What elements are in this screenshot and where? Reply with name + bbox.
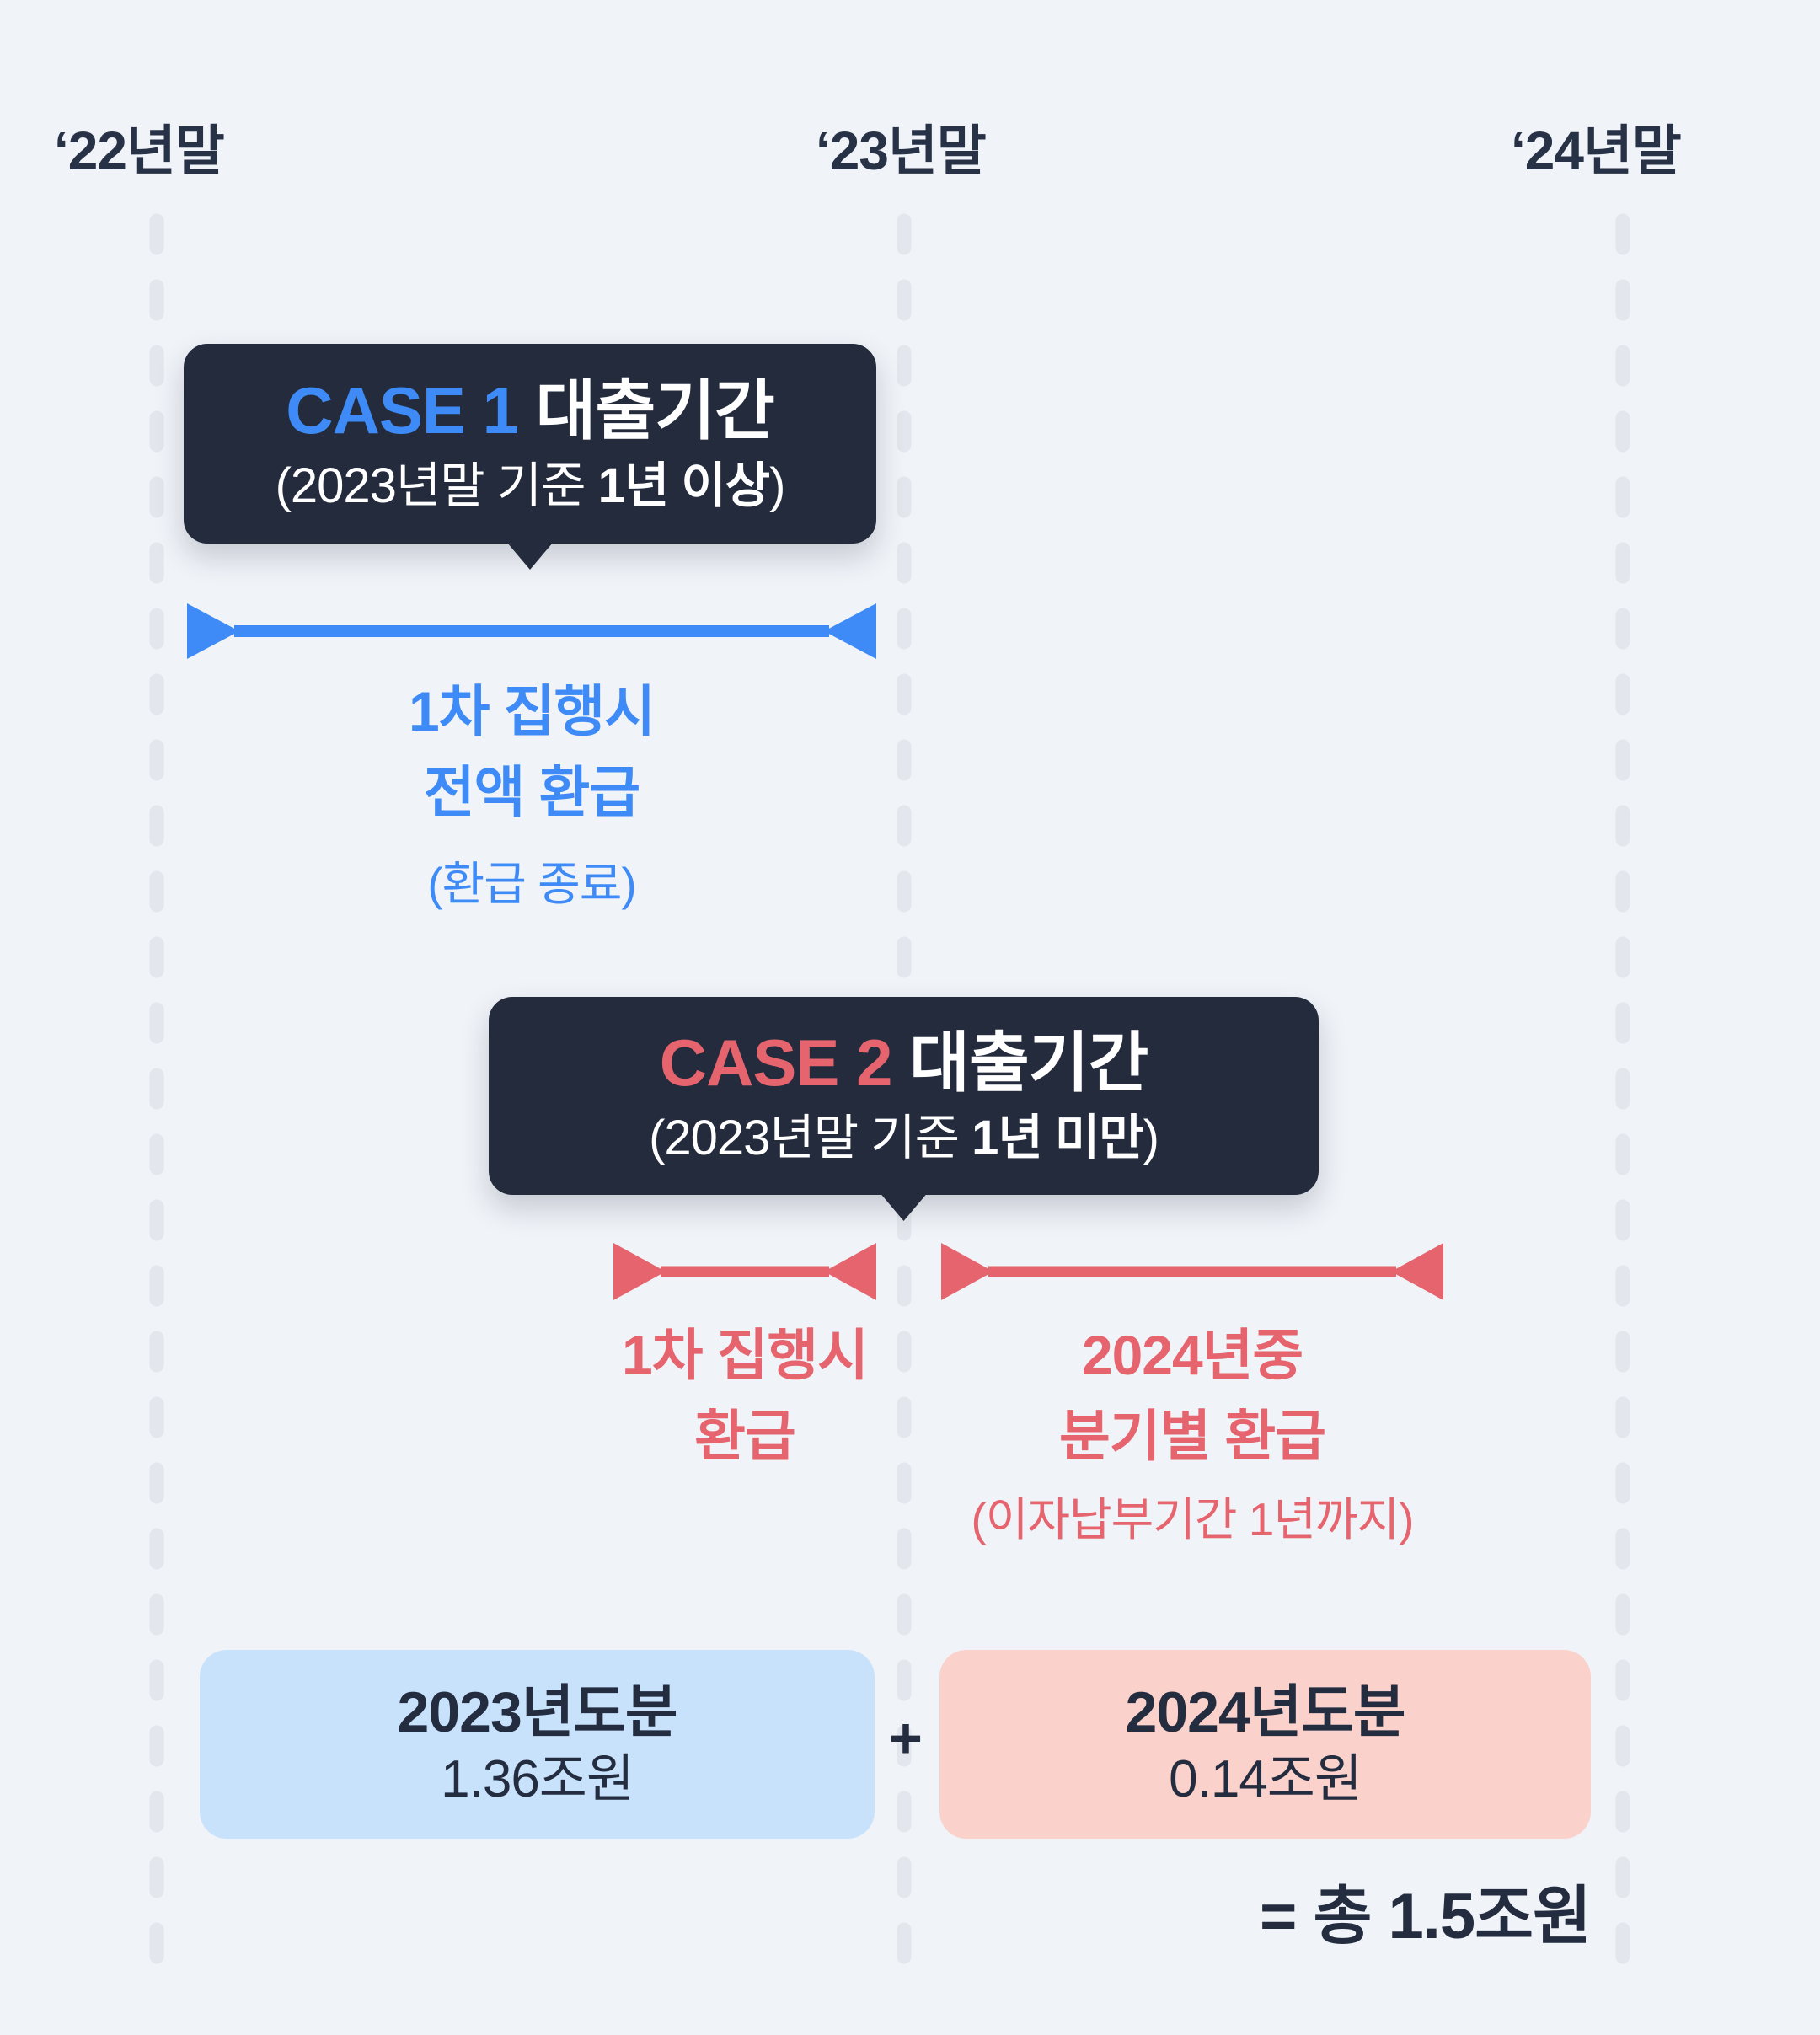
case2-first-refund-note: 1차 집행시 환급 — [568, 1315, 922, 1476]
case2-callout-tail-icon — [881, 1194, 927, 1221]
case1-range-left-arrowhead-icon — [187, 603, 239, 659]
summary-box-2023: 2023년도분 1.36조원 — [200, 1650, 875, 1839]
case2-title-label: CASE 2 — [659, 1025, 893, 1100]
case1-refund-line1: 1차 집행시 — [409, 680, 656, 742]
case2-quarterly-line1: 2024년중 — [1081, 1324, 1303, 1386]
case2-range2-right-arrowhead-icon — [1391, 1243, 1443, 1300]
case1-range-right-arrowhead-icon — [824, 603, 876, 659]
case1-subtitle-pre: (2023년말 기준 — [275, 458, 598, 513]
case2-range2-left-arrowhead-icon — [941, 1243, 993, 1300]
summary-box-2023-value: 1.36조원 — [441, 1750, 634, 1808]
case2-callout: CASE 2 대출기간 (2023년말 기준 1년 미만) — [489, 997, 1319, 1221]
timeline-label-22: ‘22년말 — [54, 120, 225, 181]
case2-quarterly-line2: 분기별 환급 — [1059, 1405, 1326, 1467]
case2-range1-right-arrowhead-icon — [824, 1243, 876, 1300]
case1-title-rest: 대출기간 — [518, 372, 775, 447]
summary-total: = 총 1.5조원 — [1259, 1881, 1592, 1952]
case1-refund-note: 1차 집행시 전액 환급 (환급 종료) — [279, 671, 784, 913]
case2-range1-left-arrowhead-icon — [613, 1243, 666, 1300]
case2-title: CASE 2 대출기간 — [660, 1020, 1148, 1105]
timeline-label-23: ‘23년말 — [816, 120, 987, 181]
case2-first-refund-line2: 환급 — [694, 1405, 795, 1467]
case2-title-rest: 대출기간 — [891, 1025, 1148, 1100]
summary-box-2024-value: 0.14조원 — [1169, 1750, 1362, 1808]
case1-callout-tail-icon — [507, 543, 553, 570]
case2-quarterly-refund-note: 2024년중 분기별 환급 (이자납부기간 1년까지) — [897, 1315, 1487, 1549]
case2-subtitle-bold: 1년 미만 — [972, 1110, 1143, 1165]
summary-box-2023-title: 2023년도분 — [397, 1680, 678, 1744]
case1-range-arrow — [187, 603, 876, 659]
case1-refund-line2: 전액 환급 — [423, 761, 640, 823]
case2-range-arrow-2023 — [613, 1243, 876, 1300]
case1-title: CASE 1 대출기간 — [286, 368, 774, 453]
case1-subtitle-post: ) — [769, 458, 785, 513]
case1-refund-subnote: (환급 종료) — [427, 858, 636, 910]
case1-subtitle-bold: 1년 이상 — [597, 458, 770, 513]
case2-first-refund-line1: 1차 집행시 — [622, 1324, 869, 1386]
summary-box-2024-title: 2024년도분 — [1125, 1680, 1406, 1744]
case2-subtitle-post: ) — [1143, 1110, 1159, 1165]
case1-callout: CASE 1 대출기간 (2023년말 기준 1년 이상) — [184, 344, 876, 570]
case2-subtitle-pre: (2023년말 기준 — [649, 1110, 972, 1165]
case1-title-label: CASE 1 — [286, 372, 519, 447]
case2-range-arrow-2024 — [941, 1243, 1443, 1300]
case1-subtitle: (2023년말 기준 1년 이상) — [275, 453, 786, 520]
summary-box-2024: 2024년도분 0.14조원 — [939, 1650, 1591, 1839]
plus-sign: + — [889, 1706, 923, 1770]
case2-subtitle: (2023년말 기준 1년 미만) — [649, 1105, 1159, 1172]
timeline-label-24: ‘24년말 — [1511, 120, 1682, 181]
case2-quarterly-subnote: (이자납부기간 1년까지) — [971, 1493, 1415, 1545]
